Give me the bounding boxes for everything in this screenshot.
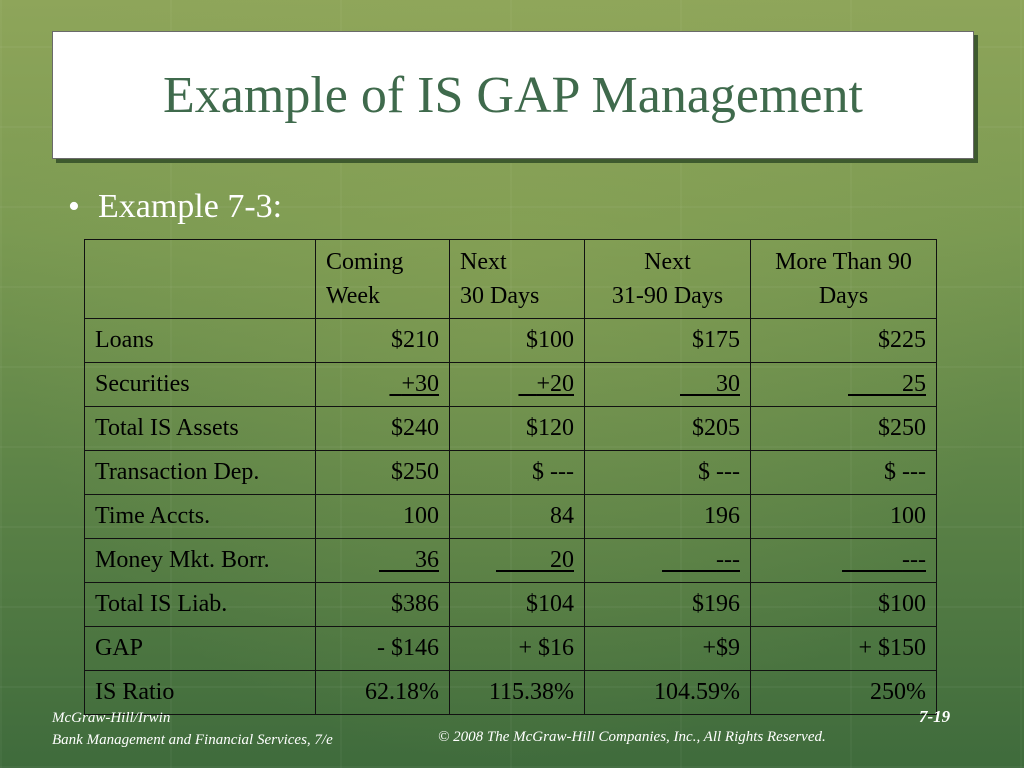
header-line: Next bbox=[644, 249, 691, 275]
header-next-30: Next 30 Days bbox=[449, 239, 585, 319]
footer-publisher: McGraw-Hill/Irwin bbox=[52, 710, 171, 726]
cell-value: $ --- bbox=[584, 450, 751, 495]
cell-wrapper: 25 bbox=[750, 362, 937, 407]
cell-value: $100 bbox=[750, 582, 937, 627]
slide-title: Example of IS GAP Management bbox=[163, 66, 863, 124]
cell-value: +30 bbox=[401, 371, 439, 397]
cell-value: 25 bbox=[902, 371, 926, 397]
header-more-than-90: More Than 90 Days bbox=[750, 239, 937, 319]
cell-value-underlined: 20 bbox=[496, 547, 574, 573]
cell-value: 100 bbox=[750, 494, 937, 539]
cell-value: 196 bbox=[584, 494, 751, 539]
gap-table: Coming Week Next 30 Days Next 31-90 Days… bbox=[84, 239, 937, 715]
cell-value: 104.59% bbox=[584, 670, 751, 715]
bullet-marker: • bbox=[68, 188, 80, 225]
table-row-securities: Securities +30 +20 30 25 bbox=[84, 362, 937, 407]
cell-value-underlined: 25 bbox=[848, 371, 926, 397]
row-label: Loans bbox=[84, 318, 316, 363]
cell-value: 115.38% bbox=[449, 670, 585, 715]
cell-value-underlined: --- bbox=[842, 547, 926, 573]
title-box: Example of IS GAP Management bbox=[52, 31, 974, 159]
cell-value: $ --- bbox=[449, 450, 585, 495]
cell-value: $175 bbox=[584, 318, 751, 363]
cell-value-underlined: 30 bbox=[680, 371, 740, 397]
cell-value: $205 bbox=[584, 406, 751, 451]
row-label: Money Mkt. Borr. bbox=[84, 538, 316, 583]
table-row-loans: Loans $210 $100 $175 $225 bbox=[84, 318, 937, 363]
cell-value: 20 bbox=[550, 547, 574, 573]
cell-value: 36 bbox=[415, 547, 439, 573]
table-row-money-mkt: Money Mkt. Borr. 36 20 --- --- bbox=[84, 538, 937, 583]
cell-value: +20 bbox=[536, 371, 574, 397]
cell-value: + $16 bbox=[449, 626, 585, 671]
cell-value: $104 bbox=[449, 582, 585, 627]
cell-value: --- bbox=[716, 547, 740, 573]
bullet-text: Example 7-3: bbox=[98, 188, 283, 225]
cell-wrapper: +30 bbox=[315, 362, 450, 407]
cell-value: $240 bbox=[315, 406, 450, 451]
table-header-row: Coming Week Next 30 Days Next 31-90 Days… bbox=[84, 239, 937, 319]
cell-value-underlined: 36 bbox=[379, 547, 439, 573]
header-line: Next bbox=[460, 249, 507, 275]
row-label: Total IS Liab. bbox=[84, 582, 316, 627]
footer-page-number: 7-19 bbox=[919, 707, 951, 726]
cell-value: $250 bbox=[750, 406, 937, 451]
cell-value: 62.18% bbox=[315, 670, 450, 715]
cell-wrapper: +20 bbox=[449, 362, 585, 407]
cell-wrapper: --- bbox=[584, 538, 751, 583]
row-label: Time Accts. bbox=[84, 494, 316, 539]
cell-value: +$9 bbox=[584, 626, 751, 671]
cell-value: $225 bbox=[750, 318, 937, 363]
row-label: Total IS Assets bbox=[84, 406, 316, 451]
cell-value: + $150 bbox=[750, 626, 937, 671]
cell-value-underlined: --- bbox=[662, 547, 740, 573]
cell-value-underlined: +30 bbox=[389, 371, 439, 397]
footer-copyright: © 2008 The McGraw-Hill Companies, Inc., … bbox=[438, 729, 826, 745]
row-label: Transaction Dep. bbox=[84, 450, 316, 495]
header-line: More Than 90 bbox=[775, 249, 912, 275]
bullet-item: • Example 7-3: bbox=[68, 188, 282, 226]
header-line: Coming bbox=[326, 249, 404, 275]
header-next-31-90: Next 31-90 Days bbox=[584, 239, 751, 319]
cell-wrapper: 30 bbox=[584, 362, 751, 407]
cell-value: --- bbox=[902, 547, 926, 573]
cell-value: - $146 bbox=[315, 626, 450, 671]
table-row-is-ratio: IS Ratio 62.18% 115.38% 104.59% 250% bbox=[84, 670, 937, 715]
header-line: Days bbox=[818, 283, 869, 309]
header-line: Week bbox=[326, 283, 381, 309]
cell-value: 30 bbox=[716, 371, 740, 397]
table-row-gap: GAP - $146 + $16 +$9 + $150 bbox=[84, 626, 937, 671]
table-row-total-assets: Total IS Assets $240 $120 $205 $250 bbox=[84, 406, 937, 451]
header-empty bbox=[84, 239, 316, 319]
row-label: Securities bbox=[84, 362, 316, 407]
cell-value: 100 bbox=[315, 494, 450, 539]
cell-value: $210 bbox=[315, 318, 450, 363]
cell-value: $120 bbox=[449, 406, 585, 451]
cell-value: $ --- bbox=[750, 450, 937, 495]
header-line: 31-90 Days bbox=[611, 283, 724, 309]
cell-value: $196 bbox=[584, 582, 751, 627]
cell-value-underlined: +20 bbox=[518, 371, 574, 397]
header-line: 30 Days bbox=[460, 283, 540, 309]
row-label: IS Ratio bbox=[84, 670, 316, 715]
cell-value: 250% bbox=[750, 670, 937, 715]
cell-value: $386 bbox=[315, 582, 450, 627]
footer-book-title: Bank Management and Financial Services, … bbox=[52, 732, 333, 748]
cell-value: $100 bbox=[449, 318, 585, 363]
cell-wrapper: 20 bbox=[449, 538, 585, 583]
cell-value: 84 bbox=[449, 494, 585, 539]
row-label: GAP bbox=[84, 626, 316, 671]
header-coming-week: Coming Week bbox=[315, 239, 450, 319]
table-row-time-accts: Time Accts. 100 84 196 100 bbox=[84, 494, 937, 539]
cell-wrapper: 36 bbox=[315, 538, 450, 583]
cell-value: $250 bbox=[315, 450, 450, 495]
cell-wrapper: --- bbox=[750, 538, 937, 583]
table-row-total-liab: Total IS Liab. $386 $104 $196 $100 bbox=[84, 582, 937, 627]
table-row-transaction-dep: Transaction Dep. $250 $ --- $ --- $ --- bbox=[84, 450, 937, 495]
